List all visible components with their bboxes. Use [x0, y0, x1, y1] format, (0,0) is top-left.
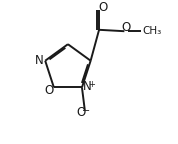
Text: O: O: [76, 106, 85, 119]
Text: +: +: [89, 80, 96, 89]
Text: O: O: [44, 84, 53, 97]
Text: O: O: [121, 21, 130, 34]
Text: CH₃: CH₃: [142, 26, 161, 36]
Text: N: N: [35, 54, 44, 67]
Text: −: −: [82, 106, 90, 116]
Text: N: N: [83, 80, 92, 93]
Text: O: O: [98, 1, 107, 14]
